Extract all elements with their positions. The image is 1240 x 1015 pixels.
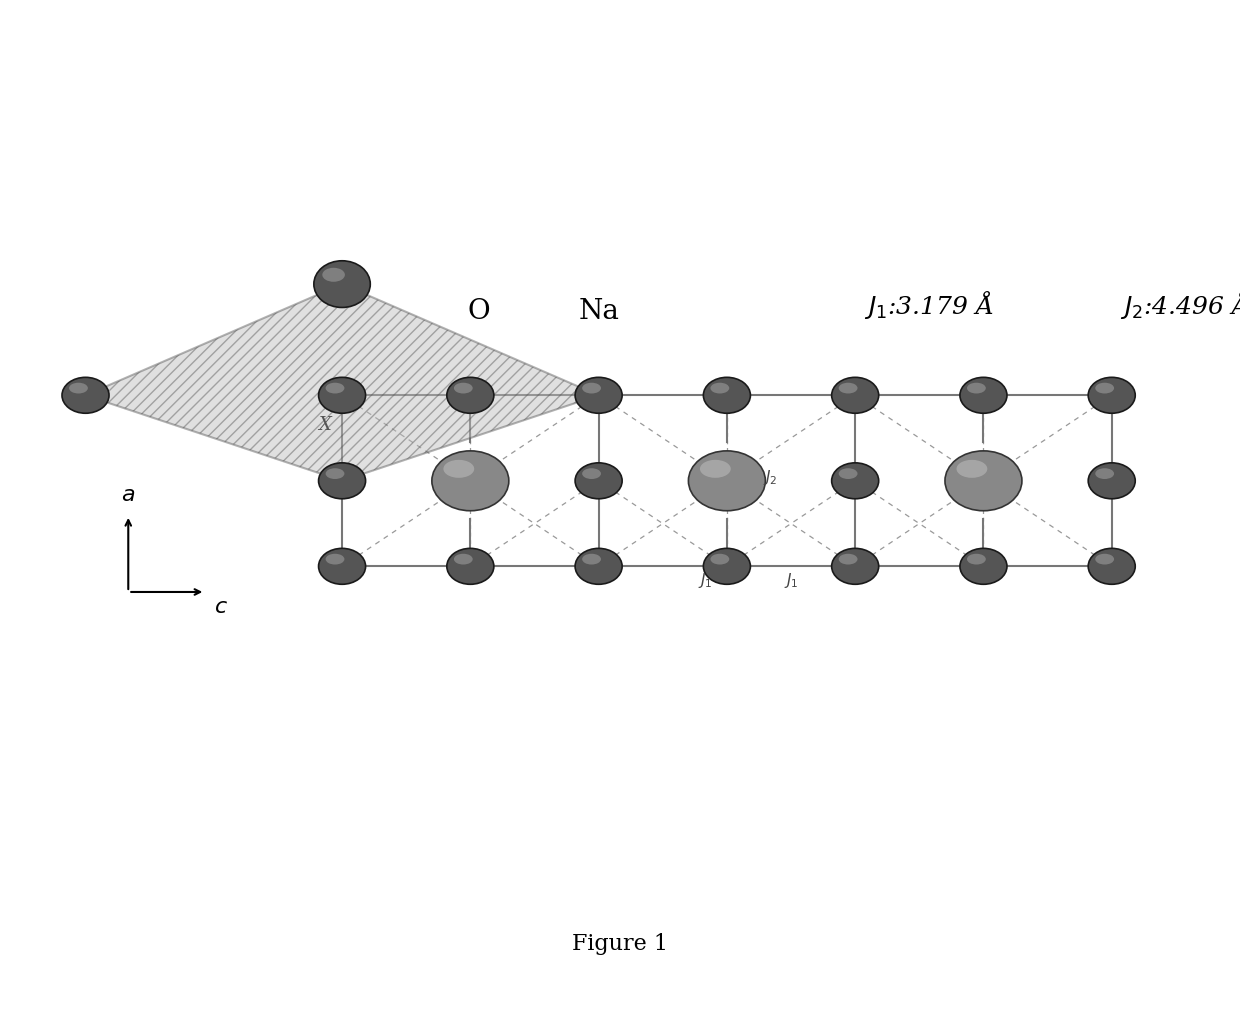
Ellipse shape bbox=[582, 554, 601, 564]
Text: $J_1$:3.179 Å: $J_1$:3.179 Å bbox=[864, 289, 993, 322]
Ellipse shape bbox=[838, 554, 858, 564]
Text: X: X bbox=[319, 416, 331, 434]
Ellipse shape bbox=[326, 468, 345, 479]
Ellipse shape bbox=[69, 383, 88, 394]
Text: $J_2$:4.496 Å: $J_2$:4.496 Å bbox=[1120, 289, 1240, 322]
Ellipse shape bbox=[1095, 383, 1114, 394]
Ellipse shape bbox=[444, 460, 474, 478]
Ellipse shape bbox=[454, 554, 472, 564]
Ellipse shape bbox=[967, 554, 986, 564]
Ellipse shape bbox=[446, 548, 494, 585]
Ellipse shape bbox=[956, 460, 987, 478]
Polygon shape bbox=[86, 284, 599, 481]
Ellipse shape bbox=[960, 548, 1007, 585]
Ellipse shape bbox=[446, 378, 494, 413]
Ellipse shape bbox=[711, 554, 729, 564]
Ellipse shape bbox=[832, 548, 879, 585]
Text: Na: Na bbox=[578, 298, 619, 325]
Ellipse shape bbox=[575, 463, 622, 498]
Ellipse shape bbox=[1095, 468, 1114, 479]
Ellipse shape bbox=[322, 268, 345, 282]
Text: Figure 1: Figure 1 bbox=[572, 933, 668, 955]
Ellipse shape bbox=[711, 383, 729, 394]
Ellipse shape bbox=[832, 378, 879, 413]
Ellipse shape bbox=[960, 378, 1007, 413]
Text: $J_1$: $J_1$ bbox=[698, 570, 713, 590]
Ellipse shape bbox=[703, 378, 750, 413]
Text: $c$: $c$ bbox=[213, 596, 228, 618]
Ellipse shape bbox=[326, 554, 345, 564]
Ellipse shape bbox=[575, 378, 622, 413]
Text: $J_2$: $J_2$ bbox=[763, 468, 777, 487]
Ellipse shape bbox=[838, 468, 858, 479]
Ellipse shape bbox=[703, 548, 750, 585]
Text: O: O bbox=[467, 298, 490, 325]
Ellipse shape bbox=[582, 468, 601, 479]
Ellipse shape bbox=[62, 378, 109, 413]
Ellipse shape bbox=[432, 451, 508, 511]
Ellipse shape bbox=[1089, 378, 1136, 413]
Ellipse shape bbox=[326, 383, 345, 394]
Ellipse shape bbox=[319, 378, 366, 413]
Ellipse shape bbox=[688, 451, 765, 511]
Text: $J_1$: $J_1$ bbox=[784, 570, 799, 590]
Ellipse shape bbox=[454, 383, 472, 394]
Ellipse shape bbox=[1095, 554, 1114, 564]
Ellipse shape bbox=[699, 460, 730, 478]
Ellipse shape bbox=[832, 463, 879, 498]
Ellipse shape bbox=[582, 383, 601, 394]
Ellipse shape bbox=[967, 383, 986, 394]
Ellipse shape bbox=[1089, 548, 1136, 585]
Ellipse shape bbox=[319, 463, 366, 498]
Ellipse shape bbox=[575, 548, 622, 585]
Ellipse shape bbox=[945, 451, 1022, 511]
Ellipse shape bbox=[319, 548, 366, 585]
Ellipse shape bbox=[838, 383, 858, 394]
Text: $a$: $a$ bbox=[122, 484, 135, 506]
Ellipse shape bbox=[1089, 463, 1136, 498]
Ellipse shape bbox=[314, 261, 371, 308]
